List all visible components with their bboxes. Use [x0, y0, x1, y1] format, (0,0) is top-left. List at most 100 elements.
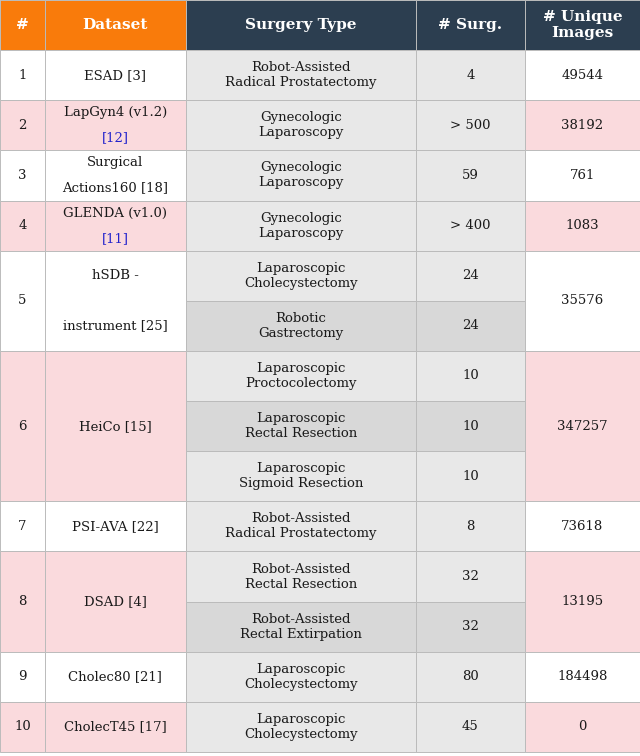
Text: Dataset: Dataset [83, 18, 148, 32]
Text: 9: 9 [18, 671, 27, 683]
Text: 80: 80 [462, 671, 479, 683]
Text: LapGyn4 (v1.2): LapGyn4 (v1.2) [63, 107, 167, 119]
Bar [45, 551, 186, 652]
Text: HeiCo [15]: HeiCo [15] [79, 420, 152, 432]
Bar [186, 150, 416, 200]
Bar [45, 652, 186, 702]
Text: 8: 8 [466, 520, 475, 533]
Bar [186, 101, 416, 150]
Text: 761: 761 [570, 169, 595, 182]
Text: # Surg.: # Surg. [438, 18, 502, 32]
Bar [186, 602, 416, 652]
Bar [186, 301, 416, 351]
Text: > 400: > 400 [450, 219, 491, 232]
Bar [525, 50, 640, 101]
Bar [186, 50, 416, 101]
Text: [12]: [12] [102, 132, 129, 144]
Bar [186, 251, 416, 301]
Text: Laparoscopic
Proctocolectomy: Laparoscopic Proctocolectomy [245, 362, 356, 390]
Bar [416, 652, 525, 702]
Text: Gynecologic
Laparoscopy: Gynecologic Laparoscopy [258, 212, 344, 240]
Text: 38192: 38192 [561, 119, 604, 132]
Bar [416, 301, 525, 351]
Bar [0, 200, 45, 251]
Bar [416, 200, 525, 251]
Text: 347257: 347257 [557, 420, 608, 432]
Bar [416, 551, 525, 602]
Bar [45, 101, 186, 150]
Bar [0, 150, 45, 200]
Text: ESAD [3]: ESAD [3] [84, 69, 146, 82]
Bar [525, 251, 640, 351]
Text: Robot-Assisted
Radical Prostatectomy: Robot-Assisted Radical Prostatectomy [225, 513, 376, 541]
Text: 10: 10 [462, 420, 479, 432]
Bar [45, 501, 186, 551]
Bar [186, 451, 416, 501]
Bar [416, 0, 525, 50]
Text: CholecT45 [17]: CholecT45 [17] [64, 720, 166, 733]
Text: 5: 5 [18, 294, 27, 307]
Text: Laparoscopic
Cholecystectomy: Laparoscopic Cholecystectomy [244, 713, 358, 741]
Bar [416, 351, 525, 401]
Text: Surgical: Surgical [87, 156, 143, 169]
Bar [45, 150, 186, 200]
Text: 10: 10 [462, 469, 479, 483]
Text: hSDB -: hSDB - [92, 269, 139, 282]
Bar [416, 150, 525, 200]
Text: Cholec80 [21]: Cholec80 [21] [68, 671, 162, 683]
Bar [186, 652, 416, 702]
Bar [525, 702, 640, 752]
Text: 2: 2 [18, 119, 27, 132]
Text: DSAD [4]: DSAD [4] [84, 595, 147, 608]
Text: 45: 45 [462, 720, 479, 733]
Bar [0, 652, 45, 702]
Bar [416, 602, 525, 652]
Bar [416, 251, 525, 301]
Bar [416, 101, 525, 150]
Text: #: # [16, 18, 29, 32]
Text: 13195: 13195 [561, 595, 604, 608]
Bar [525, 0, 640, 50]
Text: PSI-AVA [22]: PSI-AVA [22] [72, 520, 159, 533]
Bar [0, 702, 45, 752]
Text: 7: 7 [18, 520, 27, 533]
Text: DSAD [4]: DSAD [4] [84, 595, 147, 608]
Text: Laparoscopic
Rectal Resection: Laparoscopic Rectal Resection [244, 412, 357, 440]
Text: 32: 32 [462, 620, 479, 634]
Bar [186, 200, 416, 251]
Text: 1: 1 [18, 69, 27, 82]
Text: ESAD [3]: ESAD [3] [84, 69, 146, 82]
Text: GLENDA (v1.0): GLENDA (v1.0) [63, 206, 167, 219]
Text: instrument [25]: instrument [25] [63, 319, 168, 333]
Bar [186, 351, 416, 401]
Text: # Unique
Images: # Unique Images [543, 10, 622, 40]
Bar [525, 200, 640, 251]
Bar [525, 501, 640, 551]
Bar [186, 0, 416, 50]
Bar [186, 551, 416, 602]
Text: Laparoscopic
Cholecystectomy: Laparoscopic Cholecystectomy [244, 663, 358, 691]
Bar [186, 501, 416, 551]
Bar [0, 50, 45, 101]
Bar [416, 501, 525, 551]
Text: Cholec80 [21]: Cholec80 [21] [68, 671, 162, 683]
Bar [525, 101, 640, 150]
Text: Laparoscopic
Cholecystectomy: Laparoscopic Cholecystectomy [244, 262, 358, 290]
Text: Laparoscopic
Sigmoid Resection: Laparoscopic Sigmoid Resection [239, 462, 363, 491]
Text: 32: 32 [462, 570, 479, 583]
Bar [45, 0, 186, 50]
Text: 184498: 184498 [557, 671, 607, 683]
Text: instrument [25]: instrument [25] [63, 319, 168, 333]
Bar [525, 551, 640, 652]
Text: 4: 4 [18, 219, 27, 232]
Text: Robotic
Gastrectomy: Robotic Gastrectomy [258, 312, 344, 340]
Text: PSI-AVA [22]: PSI-AVA [22] [72, 520, 159, 533]
Bar [0, 351, 45, 501]
Bar [416, 451, 525, 501]
Text: 35576: 35576 [561, 294, 604, 307]
Text: 8: 8 [18, 595, 27, 608]
Bar [416, 50, 525, 101]
Text: [11]: [11] [102, 231, 129, 245]
Bar [45, 200, 186, 251]
Bar [45, 351, 186, 501]
